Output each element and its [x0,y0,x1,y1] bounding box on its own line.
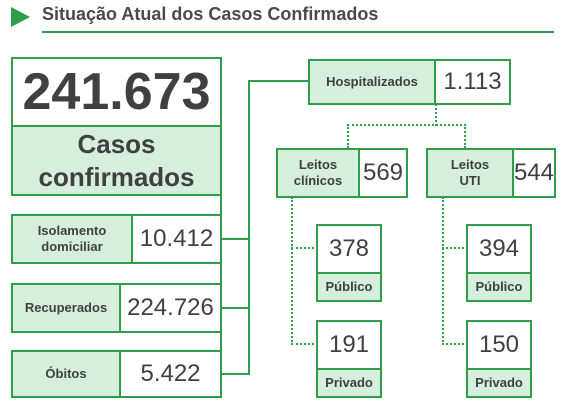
total-cases-box: 241.673 Casos confirmados [11,57,222,196]
connector-hosp-vertical [248,80,250,375]
obitos-box: Óbitos 5.422 [11,350,222,398]
total-cases-value: 241.673 [13,59,220,127]
recuperados-label: Recuperados [13,285,121,331]
clinicos-publico-label: Público [318,274,380,300]
isolamento-label: Isolamento domiciliar [13,216,133,262]
connector-clinicos-down [291,197,293,345]
obitos-value: 5.422 [121,352,220,396]
obitos-label: Óbitos [13,352,121,396]
connector-isolamento [210,238,250,240]
uti-publico-value: 394 [468,226,530,274]
isolamento-box: Isolamento domiciliar 10.412 [11,214,222,264]
connector-uti-privado [442,343,468,345]
clinicos-privado-value: 191 [318,322,380,370]
hospitalizados-box: Hospitalizados 1.113 [308,59,511,105]
uti-privado-value: 150 [468,322,530,370]
hospitalizados-label: Hospitalizados [310,61,436,103]
leitos-uti-value: 544 [513,150,554,196]
hospitalizados-value: 1.113 [436,61,509,103]
uti-publico-box: 394 Público [466,224,532,302]
clinicos-privado-box: 191 Privado [316,320,382,398]
uti-privado-box: 150 Privado [466,320,532,398]
connector-obitos [210,373,250,375]
leitos-uti-label: Leitos UTI [428,150,514,196]
isolamento-value: 10.412 [133,216,220,262]
leitos-clinicos-value: 569 [360,150,406,196]
connector-hosp [248,80,310,82]
connector-hosp-down [435,104,437,126]
connector-clinicos-up [347,124,349,148]
connector-uti-down [442,197,444,345]
page-title: Situação Atual dos Casos Confirmados [42,4,379,24]
connector-uti-publico [442,247,468,249]
clinicos-privado-label: Privado [318,370,380,396]
connector-clinicos-publico [291,247,318,249]
header-arrow-icon [11,7,30,27]
header-divider [42,31,554,33]
recuperados-value: 224.726 [121,285,220,331]
clinicos-publico-value: 378 [318,226,380,274]
uti-publico-label: Público [468,274,530,300]
leitos-clinicos-label: Leitos clínicos [278,150,360,196]
connector-recuperados [210,307,250,309]
clinicos-publico-box: 378 Público [316,224,382,302]
uti-privado-label: Privado [468,370,530,396]
connector-uti-up [464,124,466,148]
leitos-uti-box: Leitos UTI 544 [426,148,556,198]
recuperados-box: Recuperados 224.726 [11,283,222,333]
connector-beds-split [347,124,466,126]
connector-clinicos-privado [291,343,318,345]
leitos-clinicos-box: Leitos clínicos 569 [276,148,408,198]
total-cases-label: Casos confirmados [13,127,220,194]
